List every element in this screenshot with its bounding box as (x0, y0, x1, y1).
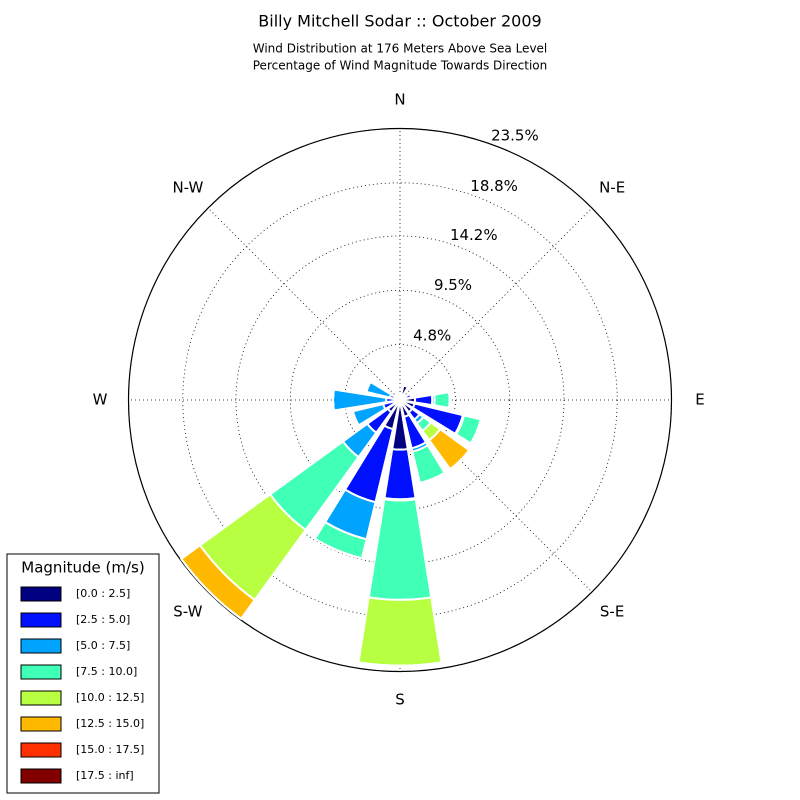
grid-ring (235, 235, 565, 565)
direction-label: N-W (172, 178, 203, 196)
direction-label: S-E (600, 603, 624, 621)
chart-subtitle: Wind Distribution at 176 Meters Above Se… (253, 42, 548, 56)
legend-swatch (20, 690, 62, 706)
legend-swatch (20, 768, 62, 784)
wind-bar (433, 391, 451, 409)
grid-ring (344, 344, 456, 456)
legend-swatch (20, 664, 62, 680)
legend-title: Magnitude (m/s) (21, 559, 144, 577)
legend-label: [15.0 : 17.5] (76, 743, 144, 756)
direction-label: N (394, 91, 405, 109)
grid-ring (182, 182, 618, 618)
legend-label: [7.5 : 10.0] (76, 665, 137, 678)
legend-swatch (20, 638, 62, 654)
legend: Magnitude (m/s) [0.0 : 2.5] [2.5 : 5.0] [5.… (6, 553, 160, 794)
legend-label: [12.5 : 15.0] (76, 717, 144, 730)
direction-label: W (93, 391, 108, 409)
spoke (207, 207, 401, 401)
wind-bar (331, 389, 335, 411)
r-tick-label: 18.8% (470, 177, 518, 195)
r-tick-label: 4.8% (413, 326, 451, 344)
legend-swatch (20, 586, 62, 602)
wind-bar (419, 472, 446, 485)
direction-label: S (395, 691, 405, 709)
direction-label: N-E (599, 178, 625, 196)
r-tick-label: 23.5% (491, 127, 539, 145)
direction-label: S-W (173, 603, 202, 621)
wind-bar (367, 498, 433, 601)
legend-label: [5.0 : 7.5] (76, 639, 130, 652)
wind-bar (358, 661, 442, 667)
legend-swatch (20, 716, 62, 732)
chart-subtitle: Percentage of Wind Magnitude Towards Dir… (253, 59, 547, 73)
direction-label: E (695, 391, 704, 409)
wind-bar (394, 394, 398, 398)
legend-label: [2.5 : 5.0] (76, 613, 130, 626)
bars (179, 380, 483, 667)
legend-swatch (20, 612, 62, 628)
wind-bar (408, 393, 413, 398)
wind-bar (383, 447, 417, 501)
legend-label: [10.0 : 12.5] (76, 691, 144, 704)
wind-bar (180, 558, 242, 620)
wind-bar (351, 411, 360, 426)
outer-ring (127, 127, 673, 673)
legend-label: [17.5 : inf] (76, 769, 134, 782)
polar-grid (127, 127, 673, 673)
wind-bar (448, 392, 451, 408)
r-tick-label: 9.5% (434, 276, 472, 294)
legend-label: [0.0 : 2.5] (76, 587, 130, 600)
chart-title: Billy Mitchell Sodar :: October 2009 (258, 12, 541, 31)
axis-labels: 4.8% 9.5% 14.2% 18.8% 23.5% N N-E E S-E S S-W W N-W (93, 91, 705, 709)
legend-swatch (20, 742, 62, 758)
r-tick-label: 14.2% (450, 226, 498, 244)
wind-bar (357, 596, 443, 667)
wind-bar (403, 384, 409, 389)
